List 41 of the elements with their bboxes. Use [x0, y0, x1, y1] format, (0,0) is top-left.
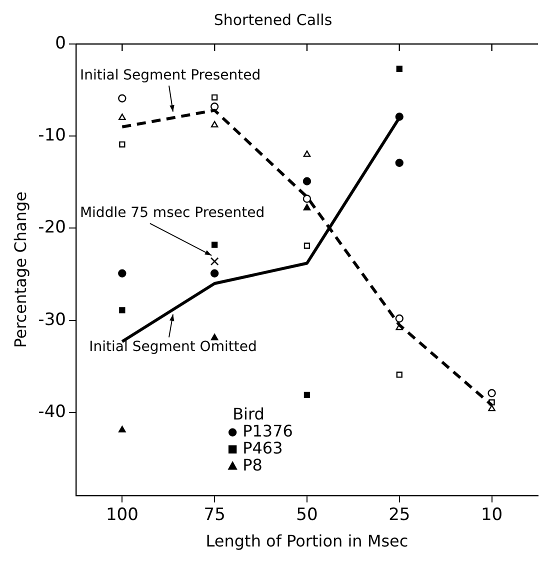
point	[212, 94, 218, 101]
point	[303, 204, 311, 210]
point	[304, 392, 310, 398]
point	[212, 242, 218, 248]
point	[119, 141, 126, 148]
legend-title: Bird	[232, 404, 264, 424]
x-tick-label: 10	[480, 505, 503, 526]
legend-label: P8	[242, 456, 262, 475]
y-tick-label: -20	[38, 218, 66, 238]
legend-label: P463	[242, 438, 283, 458]
point	[396, 372, 402, 378]
point	[118, 269, 126, 278]
point	[118, 114, 126, 120]
y-tick-label: 0	[55, 33, 66, 54]
point	[304, 242, 310, 249]
point	[395, 314, 404, 323]
y-tick-label: -40	[38, 402, 66, 422]
point	[396, 66, 402, 72]
point	[119, 307, 126, 314]
x-tick-label: 75	[204, 505, 226, 526]
x-axis-title: Length of Portion in Msec	[206, 532, 408, 551]
point	[488, 404, 496, 412]
legend-label: P1376	[242, 422, 293, 441]
point	[118, 426, 126, 432]
point	[488, 389, 496, 398]
y-tick-label: -10	[38, 126, 66, 146]
y-axis-title: Percentage Change	[10, 192, 30, 348]
chart-title: Shortened Calls	[214, 10, 332, 29]
point	[302, 177, 312, 186]
point	[118, 94, 126, 102]
x-tick-label: 100	[106, 505, 138, 526]
annotation: Initial Segment Omitted	[89, 338, 257, 355]
y-tick-label: -30	[38, 310, 66, 330]
x-tick-label: 50	[296, 505, 318, 526]
point	[303, 150, 311, 157]
point	[210, 334, 218, 340]
annotation: Initial Segment Presented	[80, 67, 261, 84]
annotation: Middle 75 msec Presented	[80, 205, 265, 222]
point	[210, 120, 218, 128]
x-tick-label: 25	[388, 505, 410, 526]
point	[210, 269, 219, 278]
